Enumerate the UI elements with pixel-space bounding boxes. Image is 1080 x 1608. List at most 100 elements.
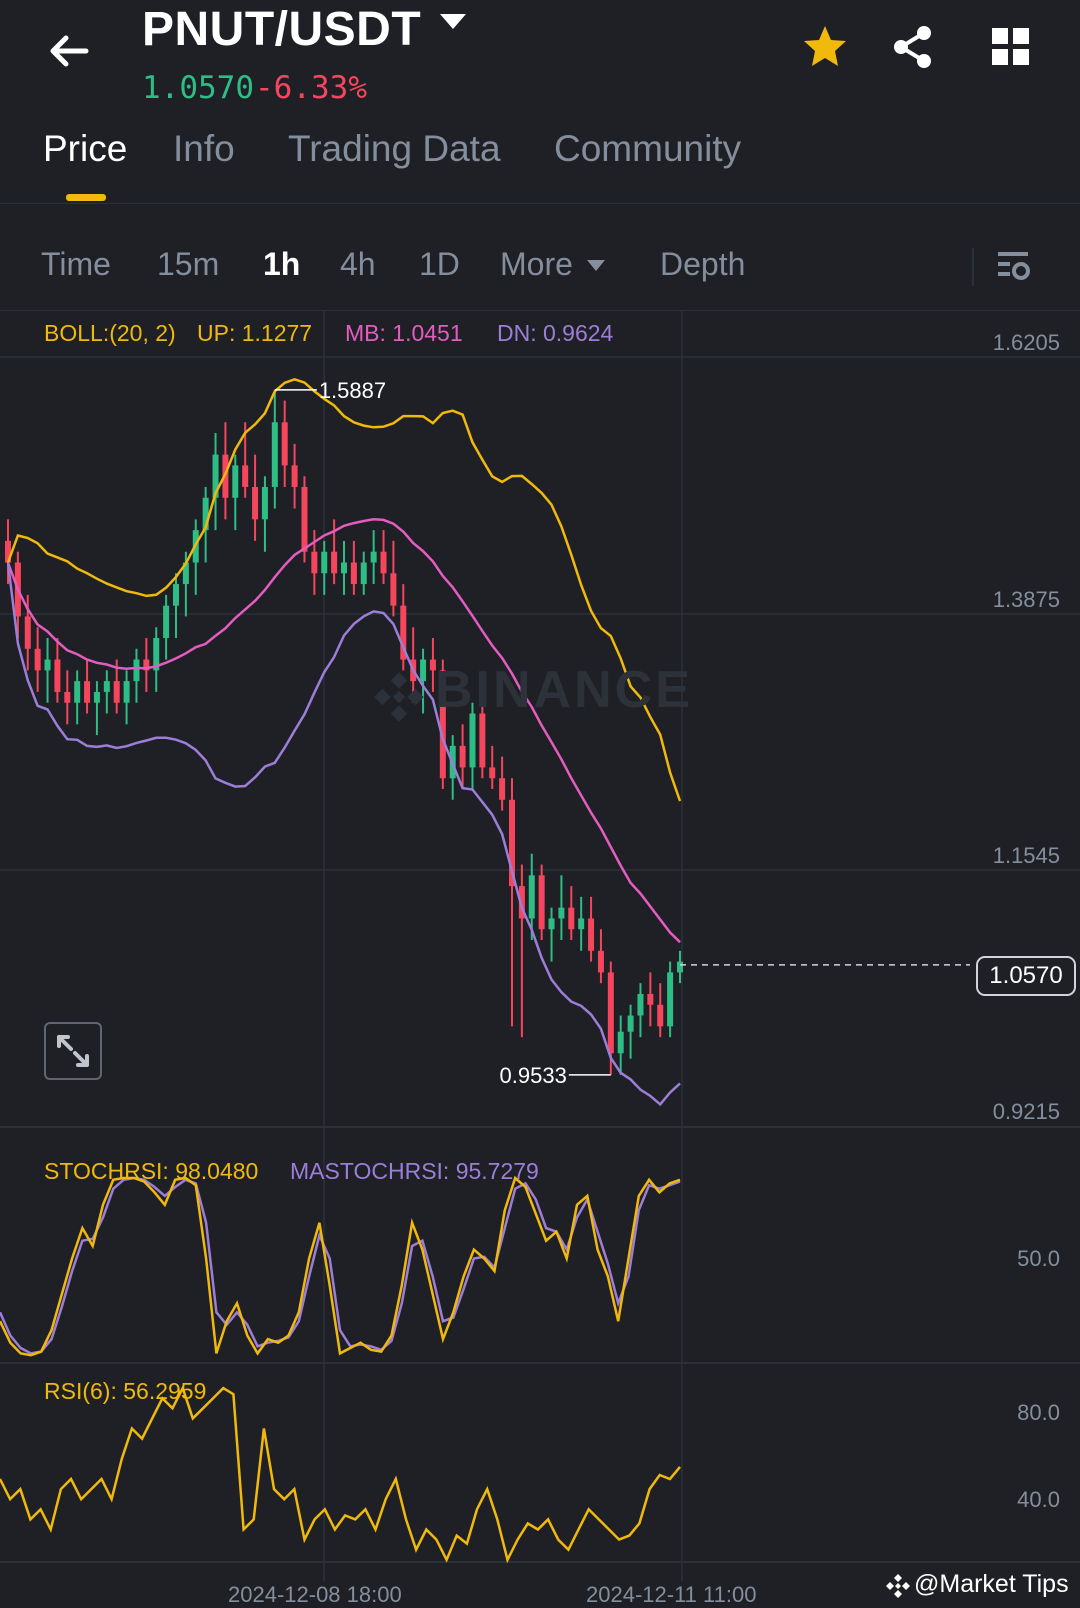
price-axis-tick: 1.1545 xyxy=(992,843,1060,868)
candle-body xyxy=(182,562,189,585)
rsi-value: RSI(6): 56.2959 xyxy=(44,1378,207,1404)
tab-price[interactable]: Price xyxy=(43,128,128,169)
candle-body xyxy=(390,573,397,606)
last-price: 1.0570 xyxy=(142,70,254,106)
back-arrow-icon[interactable] xyxy=(44,26,94,76)
candle-body xyxy=(657,1004,664,1027)
candle-body xyxy=(64,691,71,703)
expand-icon xyxy=(57,1035,89,1067)
candle-body xyxy=(74,681,81,703)
star-icon[interactable] xyxy=(800,22,850,72)
candle-body xyxy=(677,961,683,973)
binance-small-logo-icon xyxy=(886,1574,910,1598)
interval-1d[interactable]: 1D xyxy=(419,246,460,282)
candle-body xyxy=(5,540,11,563)
binance-watermark: BINANCE xyxy=(435,661,693,719)
candle-body xyxy=(667,972,674,1027)
candle-body xyxy=(627,1015,634,1032)
mastochrsi-value: MASTOCHRSI: 95.7279 xyxy=(290,1158,539,1184)
candle-body xyxy=(489,767,496,779)
candle-body xyxy=(588,918,595,951)
candle-body xyxy=(518,886,525,919)
candle-body xyxy=(568,907,575,930)
rsi-line xyxy=(0,1384,681,1564)
toolbar-divider-bottom xyxy=(0,310,1080,311)
credit-text: @Market Tips xyxy=(914,1570,1069,1598)
candle-body xyxy=(34,648,41,671)
chart-settings-icon[interactable] xyxy=(994,246,1034,286)
time-axis-tick: 2024-12-08 18:00 xyxy=(228,1582,402,1607)
candle-body xyxy=(271,422,278,487)
fullscreen-button[interactable] xyxy=(44,1022,102,1080)
candle-body xyxy=(509,799,515,887)
boll-lower-line xyxy=(6,562,681,1107)
candle-body xyxy=(143,659,150,671)
candle-body xyxy=(400,605,407,660)
interval-4h[interactable]: 4h xyxy=(340,246,376,282)
interval-1h[interactable]: 1h xyxy=(263,246,301,282)
candle-body xyxy=(558,907,565,919)
candle-body xyxy=(360,562,367,585)
boll-mb-value: MB: 1.0451 xyxy=(345,320,463,346)
price-axis-tick: 1.6205 xyxy=(992,330,1060,355)
candle-body xyxy=(291,465,298,487)
binance-logo-icon xyxy=(374,672,424,722)
candle-body xyxy=(350,562,357,585)
tab-community[interactable]: Community xyxy=(554,128,742,169)
candle-body xyxy=(528,875,535,919)
pair-title[interactable]: PNUT/USDT xyxy=(142,3,422,56)
grid-menu-icon[interactable] xyxy=(986,22,1036,72)
candle-body xyxy=(84,681,91,703)
stochrsi-value: STOCHRSI: 98.0480 xyxy=(44,1158,259,1184)
candle-body xyxy=(113,681,120,703)
candle-body xyxy=(173,584,179,606)
share-icon[interactable] xyxy=(888,22,938,72)
candle-body xyxy=(24,616,31,649)
price-axis-tick: 1.3875 xyxy=(992,587,1060,612)
candle-body xyxy=(54,659,61,692)
more-caret-icon[interactable] xyxy=(587,260,605,271)
active-tab-indicator xyxy=(66,194,106,201)
candle-body xyxy=(93,691,100,703)
boll-dn-value: DN: 0.9624 xyxy=(497,320,614,346)
interval-15m[interactable]: 15m xyxy=(157,246,220,282)
high-marker-label: 1.5887 xyxy=(319,378,386,403)
candle-body xyxy=(103,681,110,692)
tab-trading-data[interactable]: Trading Data xyxy=(288,128,501,169)
stoch-axis-tick: 50.0 xyxy=(1017,1246,1060,1271)
boll-upper-line xyxy=(6,377,682,802)
interval-time[interactable]: Time xyxy=(41,246,111,282)
candle-body xyxy=(321,551,328,574)
rsi-axis-tick: 40.0 xyxy=(1017,1487,1060,1512)
candle-body xyxy=(459,745,466,768)
candle-body xyxy=(281,422,288,466)
tabs-divider xyxy=(0,203,1080,204)
low-marker-label: 0.9533 xyxy=(500,1063,567,1088)
time-axis-tick: 2024-12-11 11:00 xyxy=(586,1582,757,1607)
candle-body xyxy=(607,972,614,1054)
chevron-down-icon[interactable] xyxy=(440,14,466,29)
header-bar: PNUT/USDT 1.0570 -6.33% xyxy=(0,0,1080,200)
boll-middle-line xyxy=(6,518,681,944)
candle-body xyxy=(212,454,219,498)
candle-body xyxy=(637,993,644,1016)
tab-info[interactable]: Info xyxy=(173,128,235,169)
candle-body xyxy=(499,778,506,800)
candle-body xyxy=(232,465,239,498)
price-axis-tick: 0.9215 xyxy=(992,1099,1060,1124)
candle-body xyxy=(133,659,140,682)
interval-more[interactable]: More xyxy=(500,246,573,282)
candle-body xyxy=(370,551,377,563)
candle-body xyxy=(380,551,387,574)
candle-body xyxy=(647,993,654,1005)
toolbar-divider xyxy=(972,248,974,286)
last-price-badge[interactable]: 1.0570 xyxy=(976,956,1076,996)
candle-body xyxy=(597,950,604,973)
stochrsi-line xyxy=(0,1175,681,1357)
candle-body xyxy=(261,486,268,520)
depth-tab[interactable]: Depth xyxy=(660,246,746,282)
candle-body xyxy=(44,659,51,671)
price-chart[interactable]: 1.5887 0.9533 xyxy=(0,311,1080,1605)
candle-body xyxy=(311,551,318,574)
mastochrsi-line xyxy=(0,1176,681,1355)
